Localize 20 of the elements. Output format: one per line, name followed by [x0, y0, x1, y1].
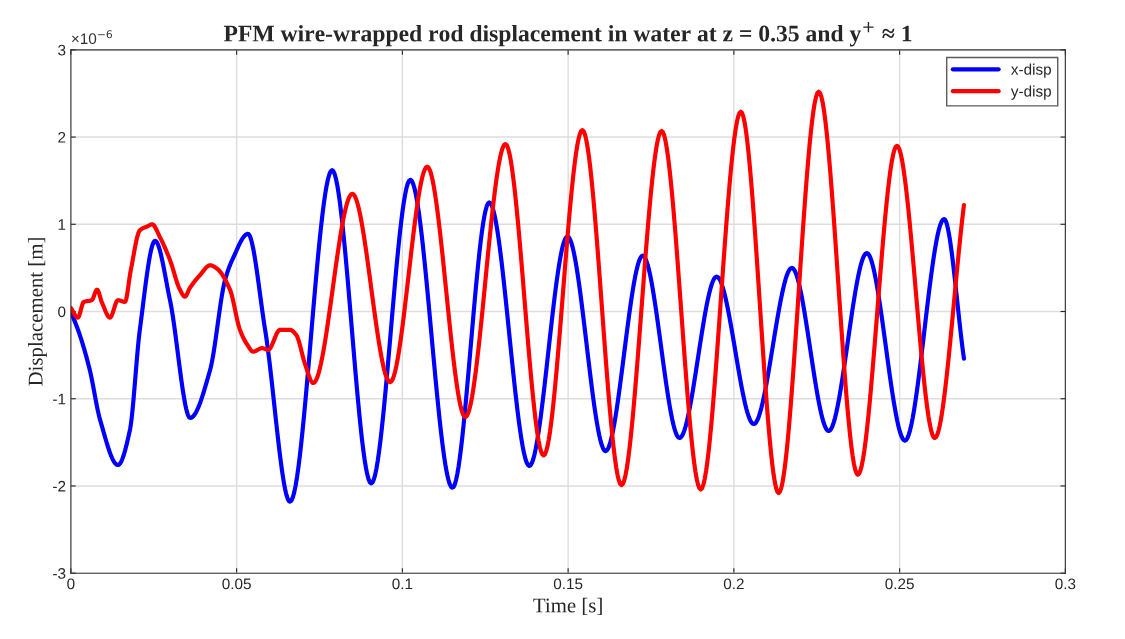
- x-tick-label: 0.15: [553, 578, 583, 590]
- text: ×10$^{−6}$: [71, 30, 113, 45]
- chart-title: PFM wire-wrapped rod displacement in water at z = 0.35 and y$^{+}$ ≈ 1: [223, 21, 912, 47]
- x-tick-label: 0: [67, 578, 75, 590]
- y-tick-label: -2: [53, 480, 66, 492]
- y-tick-label: 1: [58, 219, 66, 230]
- legend-label: x-disp: [1011, 63, 1051, 78]
- y-axis-title: Displacement [m]: [27, 238, 47, 386]
- y-tick-label: -3: [53, 568, 66, 579]
- x-tick-label: 0.25: [885, 578, 914, 590]
- y-tick-label: -1: [53, 393, 66, 405]
- y-tick-label: 3: [58, 44, 66, 56]
- x-tick-label: 0.3: [1055, 578, 1076, 590]
- legend-label: y-disp: [1010, 85, 1051, 100]
- y-tick-label: 0: [58, 306, 66, 318]
- x-tick-label: 0.2: [723, 578, 744, 590]
- x-axis-title: Time [s]: [533, 597, 602, 616]
- y-tick-label: 2: [58, 131, 66, 143]
- x-tick-label: 0.1: [392, 578, 413, 590]
- x-tick-label: 0.05: [222, 578, 251, 590]
